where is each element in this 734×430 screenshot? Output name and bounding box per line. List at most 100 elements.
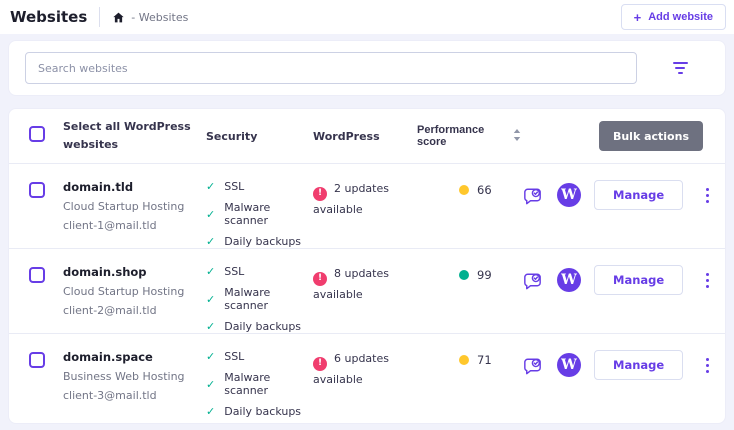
alert-icon: !: [313, 186, 327, 201]
performance-score: 99: [417, 265, 521, 282]
manage-button[interactable]: Manage: [594, 350, 684, 380]
breadcrumb-current: - Websites: [131, 10, 189, 24]
hosting-plan: Cloud Startup Hosting: [63, 285, 185, 298]
row-actions: W Manage: [521, 350, 713, 380]
kebab-menu-icon[interactable]: [702, 184, 713, 207]
updates-label: 6 updates available: [313, 352, 389, 386]
security-item: ✓ SSL: [206, 350, 313, 363]
column-performance-sort[interactable]: Performance score: [417, 124, 521, 148]
wordpress-updates: ! 6 updates available: [313, 350, 395, 388]
security-label: Malware scanner: [224, 286, 271, 312]
security-label: Daily backups: [224, 405, 302, 418]
security-item: ✓ Daily backups: [206, 405, 313, 418]
score-value: 71: [477, 353, 492, 367]
hosting-plan: Cloud Startup Hosting: [63, 200, 185, 213]
score-value: 99: [477, 268, 492, 282]
divider: [99, 7, 101, 27]
check-icon: ✓: [206, 405, 216, 418]
top-bar: Websites - Websites + Add website: [0, 0, 734, 34]
domain-name[interactable]: domain.shop: [63, 265, 147, 279]
check-icon: ✓: [206, 207, 216, 221]
search-input[interactable]: [25, 52, 637, 84]
row-checkbox[interactable]: [29, 352, 45, 368]
performance-score: 71: [417, 350, 521, 367]
row-actions: W Manage: [521, 180, 713, 210]
search-panel: [8, 40, 726, 96]
table-header-row: Select all WordPress websites Security W…: [9, 109, 725, 163]
kebab-menu-icon[interactable]: [702, 354, 713, 377]
security-label: SSL: [224, 350, 245, 363]
column-select-all: Select all WordPress websites: [63, 120, 191, 151]
website-info: domain.space Business Web Hosting client…: [63, 350, 206, 402]
row-actions: W Manage: [521, 265, 713, 295]
add-website-button[interactable]: + Add website: [620, 4, 726, 30]
column-wordpress: WordPress: [313, 129, 380, 143]
alert-icon: !: [313, 356, 327, 371]
security-item: ✓ SSL: [206, 265, 313, 278]
bulk-actions-button[interactable]: Bulk actions: [598, 121, 703, 151]
website-info: domain.shop Cloud Startup Hosting client…: [63, 265, 206, 317]
domain-name[interactable]: domain.tld: [63, 180, 134, 194]
security-label: Malware scanner: [224, 201, 271, 227]
select-all-checkbox[interactable]: [29, 126, 45, 142]
check-icon: ✓: [206, 180, 216, 193]
wordpress-icon[interactable]: W: [557, 183, 581, 207]
security-label: Daily backups: [224, 320, 302, 333]
security-label: Daily backups: [224, 235, 302, 248]
hosting-plan: Business Web Hosting: [63, 370, 185, 383]
client-email: client-3@mail.tld: [63, 389, 157, 402]
security-status: ✓ SSL ✓ Malware scanner ✓ Daily backups: [206, 180, 313, 248]
table-row: domain.shop Cloud Startup Hosting client…: [9, 248, 725, 333]
performance-score: 66: [417, 180, 521, 197]
page-title: Websites: [10, 8, 88, 26]
security-status: ✓ SSL ✓ Malware scanner ✓ Daily backups: [206, 265, 313, 333]
domain-name[interactable]: domain.space: [63, 350, 153, 364]
check-icon: ✓: [206, 235, 216, 248]
column-performance-label: Performance score: [417, 124, 485, 148]
home-icon[interactable]: [112, 11, 125, 24]
security-item: ✓ Daily backups: [206, 235, 313, 248]
score-value: 66: [477, 183, 492, 197]
check-icon: ✓: [206, 377, 216, 391]
security-label: SSL: [224, 180, 245, 193]
table-row: domain.space Business Web Hosting client…: [9, 333, 725, 418]
check-icon: ✓: [206, 320, 216, 333]
column-security: Security: [206, 129, 258, 143]
filter-icon[interactable]: [665, 53, 695, 83]
row-checkbox[interactable]: [29, 267, 45, 283]
client-email: client-2@mail.tld: [63, 304, 157, 317]
websites-table: Select all WordPress websites Security W…: [8, 108, 726, 424]
plus-icon: +: [633, 9, 642, 25]
updates-label: 8 updates available: [313, 267, 389, 301]
security-item: ✓ Malware scanner: [206, 286, 313, 312]
site-status-chat-icon[interactable]: [521, 354, 544, 377]
security-item: ✓ Daily backups: [206, 320, 313, 333]
security-label: Malware scanner: [224, 371, 271, 397]
score-dot: [459, 185, 469, 195]
site-status-chat-icon[interactable]: [521, 269, 544, 292]
security-item: ✓ Malware scanner: [206, 201, 313, 227]
score-dot: [459, 270, 469, 280]
check-icon: ✓: [206, 350, 216, 363]
security-label: SSL: [224, 265, 245, 278]
check-icon: ✓: [206, 265, 216, 278]
security-item: ✓ SSL: [206, 180, 313, 193]
manage-button[interactable]: Manage: [594, 180, 684, 210]
manage-button[interactable]: Manage: [594, 265, 684, 295]
site-status-chat-icon[interactable]: [521, 184, 544, 207]
table-row: domain.tld Cloud Startup Hosting client-…: [9, 163, 725, 248]
wordpress-updates: ! 2 updates available: [313, 180, 395, 218]
add-website-label: Add website: [648, 11, 713, 23]
website-info: domain.tld Cloud Startup Hosting client-…: [63, 180, 206, 232]
row-checkbox[interactable]: [29, 182, 45, 198]
wordpress-icon[interactable]: W: [557, 268, 581, 292]
updates-label: 2 updates available: [313, 182, 389, 216]
wordpress-icon[interactable]: W: [557, 353, 581, 377]
check-icon: ✓: [206, 292, 216, 306]
security-status: ✓ SSL ✓ Malware scanner ✓ Daily backups: [206, 350, 313, 418]
client-email: client-1@mail.tld: [63, 219, 157, 232]
kebab-menu-icon[interactable]: [702, 269, 713, 292]
breadcrumb: - Websites: [112, 11, 188, 24]
score-dot: [459, 355, 469, 365]
sort-icon: [513, 128, 521, 144]
